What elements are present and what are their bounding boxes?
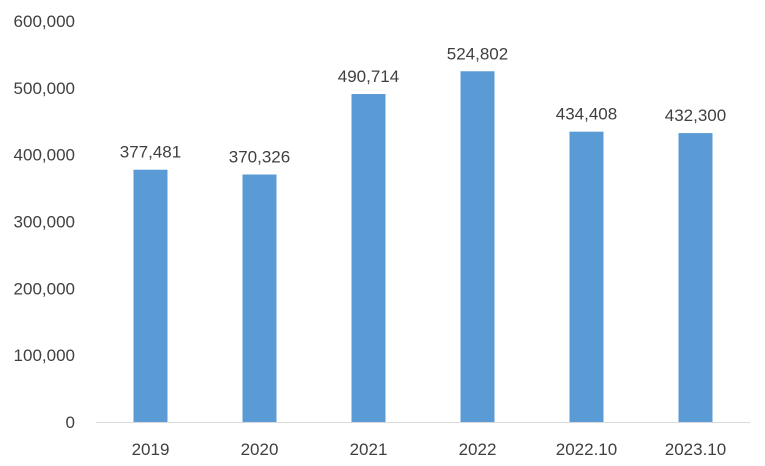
bar-value-label: 524,802: [447, 44, 508, 63]
bar: [460, 71, 495, 423]
y-tick-label: 100,000: [14, 346, 75, 365]
x-tick-label: 2022.10: [556, 440, 617, 459]
bar: [242, 174, 277, 422]
x-tick-label: 2022: [459, 440, 497, 459]
bar-series: [133, 71, 713, 423]
bar-value-label: 370,326: [229, 147, 290, 166]
y-tick-label: 600,000: [14, 12, 75, 31]
x-axis-ticks: 2019 2020 2021 2022 2022.10 2023.10: [132, 440, 727, 459]
bar-value-label: 377,481: [120, 143, 181, 162]
x-tick-label: 2019: [132, 440, 170, 459]
x-tick-label: 2020: [241, 440, 279, 459]
y-tick-label: 300,000: [14, 213, 75, 232]
bar-value-label: 432,300: [665, 106, 726, 125]
bar-value-label: 490,714: [338, 67, 399, 86]
bar: [133, 169, 168, 422]
y-tick-label: 200,000: [14, 279, 75, 298]
y-tick-label: 0: [66, 413, 75, 432]
y-tick-label: 400,000: [14, 146, 75, 165]
bar: [569, 131, 604, 422]
bar-value-label: 434,408: [556, 105, 617, 124]
x-tick-label: 2021: [350, 440, 388, 459]
bar: [678, 133, 713, 422]
bar: [351, 94, 386, 422]
y-axis-ticks: 0 100,000 200,000 300,000 400,000 500,000 600,…: [14, 12, 75, 432]
data-labels: 377,481 370,326 490,714 524,802 434,408 432,3…: [120, 44, 726, 166]
y-tick-label: 500,000: [14, 79, 75, 98]
x-tick-label: 2023.10: [665, 440, 726, 459]
